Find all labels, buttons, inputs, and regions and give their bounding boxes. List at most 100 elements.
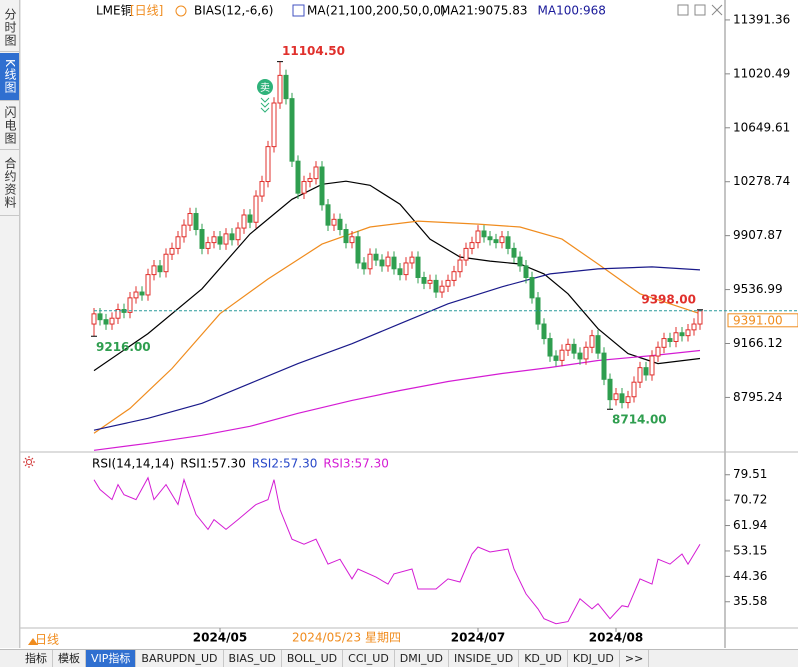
period-arrow[interactable] bbox=[28, 638, 38, 645]
candle-body bbox=[601, 352, 607, 380]
candle-body bbox=[331, 218, 337, 226]
candle-body bbox=[361, 262, 367, 270]
candle-body bbox=[349, 236, 355, 244]
y-tick-label: 11391.36 bbox=[733, 12, 790, 26]
candle-body bbox=[325, 204, 331, 226]
candle-body bbox=[169, 247, 175, 255]
rsi-tick-label: 61.94 bbox=[733, 518, 767, 532]
x-tick-label: 2024/07 bbox=[451, 631, 505, 645]
icon[interactable] bbox=[694, 4, 706, 16]
candle-body bbox=[427, 279, 433, 284]
icon[interactable] bbox=[711, 4, 723, 16]
icon[interactable] bbox=[23, 456, 35, 468]
y-tick-label: 9536.99 bbox=[733, 282, 783, 296]
candle-body bbox=[283, 74, 289, 100]
candle-body bbox=[289, 98, 295, 162]
extreme-label: 11104.50 bbox=[282, 44, 345, 58]
candle-body bbox=[643, 367, 649, 376]
cursor-date: 2024/05/23 星期四 bbox=[292, 631, 401, 645]
candle-body bbox=[397, 268, 403, 276]
ma-readout: MA21:9075.83 bbox=[440, 4, 528, 18]
candle-body bbox=[313, 166, 319, 180]
rsi-tick-label: 35.58 bbox=[733, 594, 767, 608]
bottom-tab[interactable]: BOLL_UD bbox=[282, 650, 344, 667]
ma-readout: MA100:968 bbox=[538, 4, 606, 18]
candle-body bbox=[511, 247, 517, 258]
signal-arrows bbox=[260, 97, 270, 113]
candle-body bbox=[277, 74, 283, 104]
rsi-icon[interactable] bbox=[23, 456, 35, 468]
bottom-tab[interactable]: 指标 bbox=[20, 650, 53, 667]
candle-body bbox=[319, 166, 325, 206]
side-tab[interactable]: K线图 bbox=[0, 53, 19, 101]
x-tick-label: 2024/08 bbox=[589, 631, 643, 645]
candle-body bbox=[367, 253, 373, 270]
candle-body bbox=[181, 224, 187, 238]
candle-body bbox=[91, 313, 97, 325]
candle-body bbox=[145, 274, 151, 296]
candle-body bbox=[241, 214, 247, 229]
candle-body bbox=[343, 229, 349, 244]
bottom-tab[interactable]: >> bbox=[620, 650, 650, 667]
candle-body bbox=[103, 319, 109, 325]
candle-body bbox=[613, 393, 619, 401]
candle-body bbox=[163, 253, 169, 273]
candle-body bbox=[271, 102, 277, 148]
candle-body bbox=[301, 181, 307, 194]
bottom-tab[interactable]: INSIDE_UD bbox=[449, 650, 520, 667]
candle-body bbox=[655, 346, 661, 357]
candle-body bbox=[307, 178, 313, 183]
bottom-tab[interactable]: KDJ_UD bbox=[568, 650, 620, 667]
side-tab[interactable]: 闪电图 bbox=[0, 102, 19, 150]
ma-line bbox=[93, 220, 701, 434]
indicator-icon[interactable] bbox=[292, 4, 305, 17]
extreme-label: 9398.00 bbox=[641, 292, 696, 306]
candle-body bbox=[595, 335, 601, 354]
candle-body bbox=[151, 265, 157, 276]
last-price-tag bbox=[727, 313, 798, 328]
candle-body bbox=[589, 335, 595, 348]
bottom-tab[interactable]: BARUPDN_UD bbox=[136, 650, 224, 667]
candle-body bbox=[637, 367, 643, 383]
candle-body bbox=[433, 279, 439, 293]
bottom-tab[interactable]: VIP指标 bbox=[86, 650, 137, 667]
candle-body bbox=[571, 343, 577, 354]
candle-body bbox=[415, 256, 421, 279]
y-tick-label: 9166.12 bbox=[733, 336, 783, 350]
bottom-tab[interactable]: BIAS_UD bbox=[224, 650, 282, 667]
candle-body bbox=[553, 355, 559, 361]
x-tick-label: 2024/05 bbox=[193, 631, 247, 645]
icon[interactable] bbox=[26, 459, 32, 465]
candle-body bbox=[679, 332, 685, 337]
candle-body bbox=[409, 256, 415, 264]
candle-body bbox=[211, 236, 217, 244]
candle-body bbox=[523, 265, 529, 279]
last-price-label: 9391.00 bbox=[733, 313, 783, 327]
candle-body bbox=[217, 236, 223, 245]
bottom-tab[interactable]: KD_UD bbox=[519, 650, 568, 667]
icon[interactable] bbox=[677, 4, 689, 16]
bottom-tab[interactable]: DMI_UD bbox=[395, 650, 450, 667]
candle-body bbox=[559, 349, 565, 361]
rsi-line bbox=[93, 476, 701, 625]
candle-body bbox=[625, 396, 631, 404]
candle-body bbox=[193, 213, 199, 231]
bottom-tab[interactable]: CCI_UD bbox=[343, 650, 395, 667]
spacer bbox=[0, 650, 20, 667]
bottom-tab[interactable]: 模板 bbox=[53, 650, 86, 667]
side-tab[interactable]: 合约资料 bbox=[0, 151, 19, 216]
period: [日线] bbox=[130, 4, 163, 18]
candle-body bbox=[457, 259, 463, 273]
candle-body bbox=[391, 256, 397, 270]
settings-icon[interactable] bbox=[175, 5, 187, 17]
y-tick-label: 8795.24 bbox=[733, 390, 783, 404]
candle-body bbox=[505, 236, 511, 249]
side-tabs: 分时图 K线图 闪电图 合约资料 bbox=[0, 0, 20, 648]
candle-body bbox=[139, 291, 145, 296]
side-tab[interactable]: 分时图 bbox=[0, 4, 19, 52]
toolbar-icons[interactable] bbox=[677, 4, 723, 16]
period-tab[interactable]: 日线 bbox=[35, 633, 59, 647]
candle-body bbox=[403, 262, 409, 276]
candle-body bbox=[475, 230, 481, 244]
